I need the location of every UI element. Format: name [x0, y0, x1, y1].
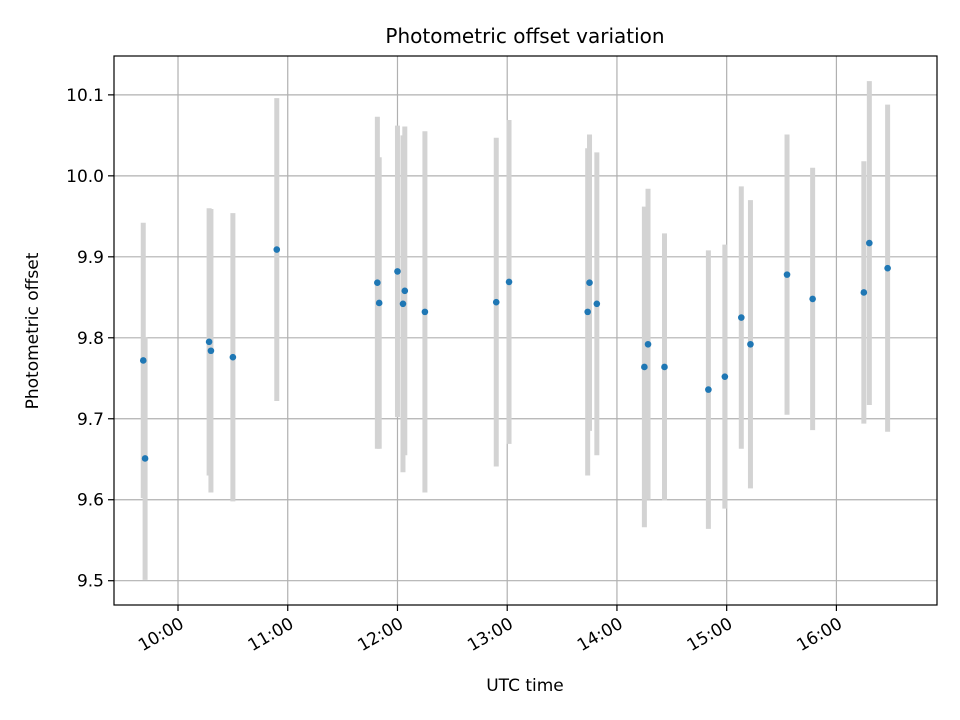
y-tick-label: 9.8 — [77, 329, 104, 349]
y-tick-label: 9.7 — [77, 410, 104, 430]
y-tick-label: 9.6 — [77, 491, 104, 511]
data-point — [394, 268, 401, 275]
data-point — [593, 300, 601, 308]
data-point — [644, 340, 652, 348]
data-point — [229, 353, 237, 361]
data-point — [421, 308, 429, 316]
plot-frame — [113, 55, 938, 606]
data-point — [141, 455, 149, 462]
data-point — [139, 357, 147, 364]
data-point — [399, 300, 407, 308]
data-point — [747, 340, 754, 348]
data-point — [401, 287, 409, 295]
y-tick-label: 9.9 — [77, 248, 104, 268]
y-axis: 9.5 9.6 9.7 9.8 9.9 10.0 10.1 — [66, 86, 114, 592]
y-tick-label: 10.0 — [66, 167, 104, 187]
data-point — [505, 278, 513, 286]
data-point — [860, 289, 868, 296]
chart-title: Photometric offset variation — [385, 24, 664, 48]
data-point — [884, 264, 891, 272]
data-point — [721, 373, 729, 380]
data-point — [809, 295, 816, 303]
y-tick-label: 9.5 — [77, 572, 104, 592]
data-point — [584, 308, 591, 316]
data-point — [738, 314, 745, 321]
data-point — [661, 363, 668, 371]
data-point — [375, 299, 383, 307]
data-point — [866, 239, 873, 247]
data-point — [374, 279, 381, 287]
data-point — [205, 338, 213, 346]
y-axis-label: Photometric offset — [23, 252, 43, 409]
data-point — [492, 298, 500, 306]
data-points — [139, 239, 891, 462]
data-point — [273, 246, 281, 253]
data-point — [207, 347, 215, 355]
x-axis-label: UTC time — [486, 676, 564, 696]
data-point — [705, 386, 712, 393]
data-point — [783, 271, 791, 278]
data-point — [641, 363, 648, 371]
data-point — [586, 279, 593, 287]
y-tick-label: 10.1 — [66, 86, 104, 106]
